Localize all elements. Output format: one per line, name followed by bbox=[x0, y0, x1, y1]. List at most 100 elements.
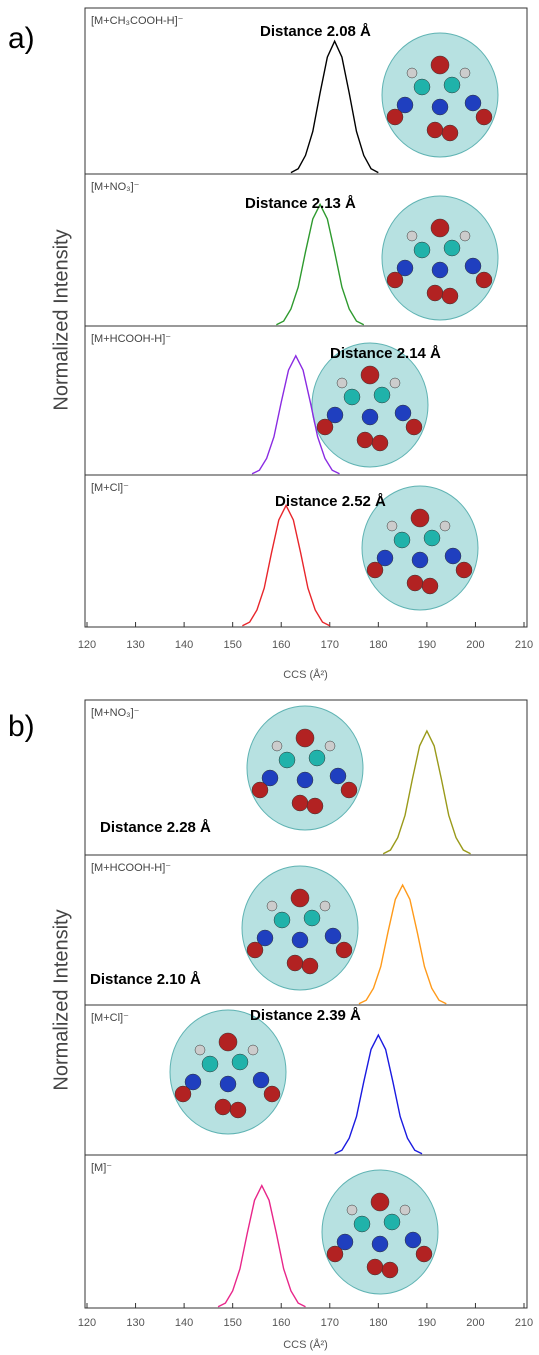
atom bbox=[303, 909, 321, 927]
atom bbox=[413, 241, 431, 259]
atom bbox=[475, 271, 493, 289]
molecule bbox=[169, 1009, 287, 1135]
ion-label: [M+CH₃COOH-H]⁻ bbox=[91, 15, 184, 27]
x-tick-label: 140 bbox=[175, 1317, 193, 1329]
atom bbox=[396, 96, 414, 114]
atom bbox=[219, 1075, 237, 1093]
x-axis-label: CCS (Å²) bbox=[283, 668, 328, 681]
molecule-surface bbox=[311, 342, 429, 468]
atom bbox=[247, 1044, 259, 1056]
subplot-frame bbox=[84, 1154, 528, 1309]
atom bbox=[251, 781, 269, 799]
ion-label: [M+Cl]⁻ bbox=[91, 482, 129, 494]
distance-annotation: Distance 2.52 Å bbox=[275, 493, 386, 510]
atom bbox=[464, 257, 482, 275]
atom bbox=[329, 767, 347, 785]
atom bbox=[459, 67, 471, 79]
distance-annotation: Distance 2.14 Å bbox=[330, 345, 441, 362]
atom bbox=[406, 67, 418, 79]
atom bbox=[319, 900, 331, 912]
molecule-surface bbox=[169, 1009, 287, 1135]
x-tick-label: 130 bbox=[126, 639, 144, 651]
y-axis-label: Normalized Intensity bbox=[50, 229, 72, 410]
intensity-line bbox=[217, 1184, 306, 1308]
atom bbox=[335, 941, 353, 959]
atom bbox=[308, 749, 326, 767]
atom bbox=[291, 931, 309, 949]
atom bbox=[184, 1073, 202, 1091]
atom bbox=[406, 230, 418, 242]
x-tick-label: 190 bbox=[418, 1317, 436, 1329]
atom bbox=[455, 561, 473, 579]
molecule-surface bbox=[381, 195, 499, 321]
ion-label: [M]⁻ bbox=[91, 1162, 112, 1174]
atom bbox=[475, 108, 493, 126]
x-tick-label: 160 bbox=[272, 639, 290, 651]
molecule-surface bbox=[321, 1169, 439, 1295]
atom bbox=[366, 1258, 384, 1276]
atom bbox=[340, 781, 358, 799]
atom bbox=[231, 1053, 249, 1071]
molecule bbox=[361, 485, 479, 611]
molecule bbox=[311, 342, 429, 468]
distance-annotation: Distance 2.10 Å bbox=[90, 971, 201, 988]
atom bbox=[383, 1213, 401, 1231]
ion-label: [M+HCOOH-H]⁻ bbox=[91, 333, 171, 345]
molecule bbox=[246, 705, 364, 831]
x-tick-label: 120 bbox=[78, 639, 96, 651]
intensity-line bbox=[334, 1033, 423, 1155]
atom bbox=[394, 404, 412, 422]
atom bbox=[431, 98, 449, 116]
atom bbox=[295, 728, 315, 748]
atom bbox=[393, 531, 411, 549]
atom bbox=[278, 751, 296, 769]
atom bbox=[361, 408, 379, 426]
molecule bbox=[321, 1169, 439, 1295]
intensity-line bbox=[276, 202, 365, 326]
atom bbox=[431, 261, 449, 279]
atom bbox=[266, 900, 278, 912]
subplot-frame bbox=[84, 325, 528, 476]
atom bbox=[426, 284, 444, 302]
atom bbox=[263, 1085, 281, 1103]
atom bbox=[381, 1261, 399, 1279]
atom bbox=[324, 927, 342, 945]
atom bbox=[413, 78, 431, 96]
atom bbox=[360, 365, 380, 385]
atom bbox=[430, 55, 450, 75]
atom bbox=[174, 1085, 192, 1103]
x-tick-label: 150 bbox=[223, 639, 241, 651]
atom bbox=[430, 218, 450, 238]
ion-label: [M+HCOOH-H]⁻ bbox=[91, 862, 171, 874]
x-tick-label: 150 bbox=[223, 1317, 241, 1329]
atom bbox=[373, 386, 391, 404]
molecule bbox=[381, 32, 499, 158]
x-tick-label: 190 bbox=[418, 639, 436, 651]
x-tick-label: 180 bbox=[369, 639, 387, 651]
atom bbox=[459, 230, 471, 242]
atom bbox=[464, 94, 482, 112]
ion-label: [M+NO₃]⁻ bbox=[91, 707, 140, 719]
atom bbox=[290, 888, 310, 908]
molecule bbox=[381, 195, 499, 321]
atom bbox=[444, 547, 462, 565]
atom bbox=[218, 1032, 238, 1052]
atom bbox=[286, 954, 304, 972]
atom bbox=[399, 1204, 411, 1216]
atom bbox=[410, 508, 430, 528]
atom bbox=[336, 377, 348, 389]
molecule-surface bbox=[241, 865, 359, 991]
distance-annotation: Distance 2.28 Å bbox=[100, 819, 211, 836]
molecule-surface bbox=[381, 32, 499, 158]
atom bbox=[291, 794, 309, 812]
atom bbox=[301, 957, 319, 975]
atom bbox=[376, 549, 394, 567]
atom bbox=[326, 1245, 344, 1263]
atom bbox=[386, 271, 404, 289]
atom bbox=[371, 1235, 389, 1253]
atom bbox=[296, 771, 314, 789]
atom bbox=[441, 124, 459, 142]
intensity-line bbox=[251, 354, 340, 475]
molecule-surface bbox=[361, 485, 479, 611]
atom bbox=[411, 551, 429, 569]
